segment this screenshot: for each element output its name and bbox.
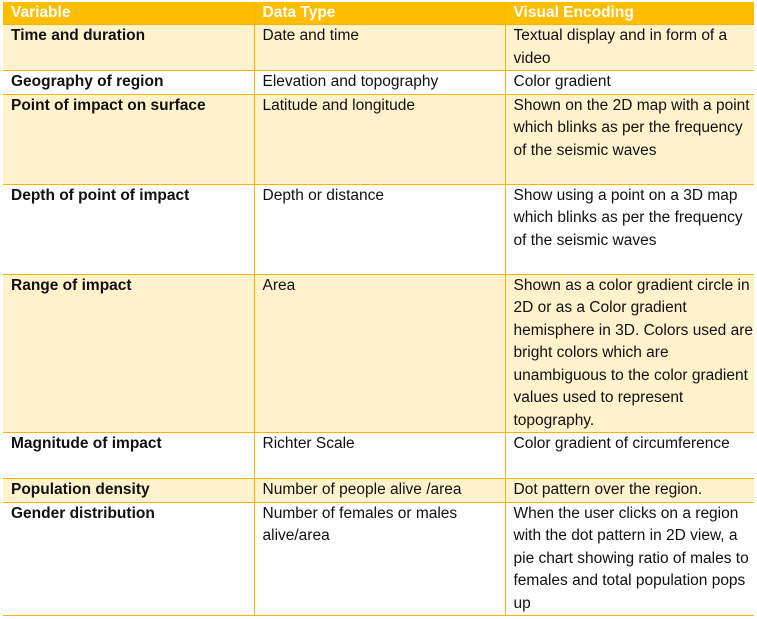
data-type-cell: Elevation and topography — [254, 70, 506, 95]
header-row: Variable Data Type Visual Encoding — [3, 2, 754, 25]
data-type-cell: Depth or distance — [254, 184, 506, 275]
encoding-cell: Show using a point on a 3D map which bli… — [505, 184, 754, 275]
variable-cell: Range of impact — [3, 274, 255, 433]
data-type-cell: Area — [254, 274, 506, 433]
data-type-cell: Richter Scale — [254, 432, 506, 479]
data-type-cell: Number of females or males alive/area — [254, 502, 506, 616]
encoding-cell: Shown as a color gradient circle in 2D o… — [505, 274, 754, 433]
encoding-cell: Textual display and in form of a video — [505, 24, 754, 71]
table-row: Range of impact Area Shown as a color gr… — [3, 274, 754, 433]
table-row: Depth of point of impact Depth or distan… — [3, 184, 754, 275]
variable-cell: Population density — [3, 478, 255, 503]
variable-cell: Geography of region — [3, 70, 255, 95]
header-visual-encoding: Visual Encoding — [505, 2, 754, 25]
visual-encoding-table: Variable Data Type Visual Encoding Time … — [3, 2, 754, 616]
variable-cell: Depth of point of impact — [3, 184, 255, 275]
variable-cell: Gender distribution — [3, 502, 255, 616]
variable-cell: Magnitude of impact — [3, 432, 255, 479]
header-data-type: Data Type — [254, 2, 506, 25]
encoding-cell: Color gradient — [505, 70, 754, 95]
header-variable: Variable — [3, 2, 255, 25]
data-type-cell: Number of people alive /area — [254, 478, 506, 503]
table-row: Population density Number of people aliv… — [3, 478, 754, 503]
variable-cell: Point of impact on surface — [3, 94, 255, 185]
variable-cell: Time and duration — [3, 24, 255, 71]
encoding-cell: Dot pattern over the region. — [505, 478, 754, 503]
encoding-cell: Color gradient of circumference — [505, 432, 754, 479]
table-row: Point of impact on surface Latitude and … — [3, 94, 754, 185]
encoding-cell: When the user clicks on a region with th… — [505, 502, 754, 616]
table-row: Time and duration Date and time Textual … — [3, 24, 754, 71]
table-row: Magnitude of impact Richter Scale Color … — [3, 432, 754, 479]
encoding-cell: Shown on the 2D map with a point which b… — [505, 94, 754, 185]
data-type-cell: Latitude and longitude — [254, 94, 506, 185]
data-type-cell: Date and time — [254, 24, 506, 71]
table-row: Geography of region Elevation and topogr… — [3, 70, 754, 95]
table-row: Gender distribution Number of females or… — [3, 502, 754, 616]
